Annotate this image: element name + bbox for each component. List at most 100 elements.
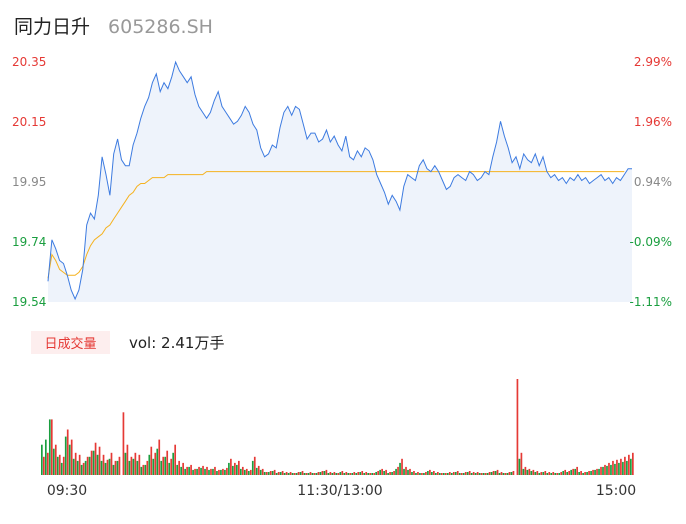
volume-bar-up: [194, 468, 196, 475]
volume-bar-up: [361, 471, 364, 475]
volume-bar-down: [435, 473, 437, 475]
percent-tick-label: 1.96%: [634, 115, 672, 129]
volume-bar-up: [198, 466, 200, 475]
volume-bar-down: [108, 458, 111, 475]
volume-bar-down: [263, 472, 266, 475]
volume-bar-up: [301, 471, 304, 475]
volume-bar-up: [277, 472, 280, 475]
volume-bar-down: [291, 473, 294, 475]
volume-bar-down: [510, 472, 513, 475]
volume-bar-up: [524, 466, 527, 475]
volume-bar-up: [357, 472, 360, 475]
volume-bar-up: [162, 456, 165, 475]
volume-bar-down: [526, 469, 529, 475]
volume-bar-up: [349, 473, 352, 475]
volume-bar-down: [303, 473, 306, 475]
volume-bar-down: [192, 469, 194, 475]
volume-bar-down: [442, 473, 445, 475]
volume-bar-down: [275, 473, 278, 475]
average-price-line: [47, 171, 625, 279]
volume-bar-up: [126, 444, 129, 475]
volume-bar-down: [41, 444, 43, 475]
volume-bar-down: [164, 456, 167, 475]
stock-header: 同力日升 605286.SH: [14, 12, 213, 40]
volume-bar-up: [616, 459, 618, 475]
volume-bar-down: [355, 473, 358, 475]
volume-bar-up: [210, 468, 212, 475]
volume-bar-down: [622, 461, 624, 475]
volume-bar-down: [84, 460, 87, 475]
volume-bar-up: [285, 472, 288, 475]
volume-bar-up: [556, 473, 559, 475]
volume-bar-up: [305, 473, 308, 475]
volume-bar-down: [387, 473, 389, 475]
volume-bar-down: [208, 469, 210, 475]
volume-bar-up: [186, 466, 188, 475]
volume-bar-up: [580, 471, 582, 475]
volume-bar-down: [347, 473, 350, 475]
volume-bar-down: [188, 466, 190, 475]
volume-bar-up: [516, 379, 519, 475]
volume-bar-down: [462, 473, 465, 475]
volume-bar-up: [417, 472, 419, 475]
volume-bar-up: [632, 452, 634, 475]
volume-bar-up: [317, 472, 320, 475]
volume-bar-down: [482, 473, 485, 475]
volume-bar-down: [72, 458, 75, 475]
volume-bar-up: [265, 472, 268, 475]
volume-bar-down: [554, 473, 557, 475]
volume-bar-up: [190, 464, 192, 475]
percent-tick-label: 2.99%: [634, 55, 672, 69]
volume-bar-down: [176, 464, 179, 475]
volume-bar-down: [259, 469, 262, 475]
volume-bar-up: [600, 466, 602, 475]
volume-bar-up: [42, 456, 45, 475]
volume-bar-down: [64, 436, 67, 475]
volume-bar-down: [247, 471, 250, 475]
volume-bar-down: [315, 473, 318, 475]
volume-bar-down: [323, 471, 326, 475]
volume-bar-down: [630, 458, 632, 475]
volume-bar-up: [234, 462, 236, 475]
volume-bar-up: [596, 468, 598, 475]
volume-bar-up: [564, 469, 567, 475]
volume-bar-up: [245, 468, 248, 475]
volume-bar-down: [438, 473, 441, 475]
volume-bar-down: [144, 464, 147, 475]
volume-bar-down: [590, 471, 592, 475]
volume-bar-down: [494, 471, 497, 475]
volume-bar-down: [586, 472, 588, 475]
volume-bar-up: [389, 472, 391, 475]
volume-bar-up: [560, 472, 563, 475]
volume-bar-up: [50, 419, 53, 475]
volume-bar-down: [598, 468, 600, 475]
volume-bar-up: [166, 450, 169, 475]
volume-bar-down: [450, 473, 453, 475]
volume-bar-down: [379, 469, 381, 475]
volume-bar-down: [522, 468, 525, 475]
volume-bar-up: [158, 439, 161, 475]
price-tick-label: 20.15: [12, 115, 46, 129]
volume-bar-up: [62, 456, 65, 475]
volume-bar-down: [160, 460, 163, 475]
volume-bar-down: [327, 473, 330, 475]
volume-bar-down: [383, 471, 385, 475]
volume-bar-up: [476, 472, 479, 475]
volume-bar-down: [518, 458, 521, 475]
volume-bar-up: [480, 473, 483, 475]
volume-bar-up: [409, 468, 411, 475]
volume-bar-up: [508, 472, 511, 475]
volume-bar-down: [478, 473, 481, 475]
volume-bar-up: [226, 467, 228, 475]
volume-bar-down: [299, 472, 302, 475]
volume-bar-down: [148, 454, 151, 475]
volume-bar-down: [132, 458, 135, 475]
volume-bar-up: [341, 471, 344, 475]
volume-bar-up: [452, 472, 455, 475]
volume-bar-up: [222, 468, 224, 475]
volume-bar-down: [331, 473, 334, 475]
price-tick-label: 20.35: [12, 55, 46, 69]
volume-bar-down: [530, 471, 533, 475]
volume-bar-up: [405, 466, 407, 475]
volume-bar-up: [253, 456, 256, 475]
